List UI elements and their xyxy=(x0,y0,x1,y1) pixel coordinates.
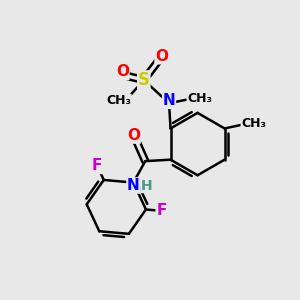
Text: CH₃: CH₃ xyxy=(106,94,131,107)
Text: O: O xyxy=(155,49,168,64)
Text: CH₃: CH₃ xyxy=(187,92,212,105)
Text: H: H xyxy=(141,178,153,193)
Text: N: N xyxy=(127,178,140,193)
Text: N: N xyxy=(163,93,176,108)
Text: CH₃: CH₃ xyxy=(241,118,266,130)
Text: S: S xyxy=(138,71,150,89)
Text: F: F xyxy=(92,158,102,173)
Text: O: O xyxy=(127,128,140,143)
Text: O: O xyxy=(116,64,129,80)
Text: F: F xyxy=(156,203,166,218)
